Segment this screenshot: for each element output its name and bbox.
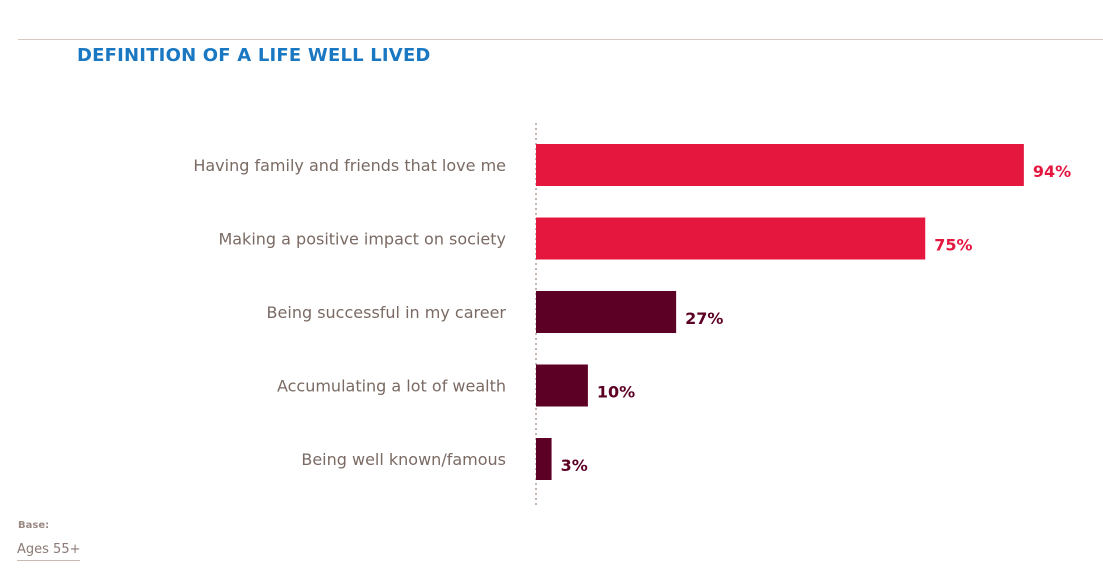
bar-3 bbox=[536, 364, 588, 407]
value-label-1: 75% bbox=[934, 236, 972, 255]
bar-2 bbox=[536, 291, 677, 333]
header-rule bbox=[18, 39, 1103, 40]
value-label-4: 3% bbox=[561, 456, 588, 475]
category-label-3: Accumulating a lot of wealth bbox=[277, 377, 506, 396]
bar-0 bbox=[536, 144, 1024, 186]
category-label-1: Making a positive impact on society bbox=[218, 230, 506, 249]
base-label: Base: bbox=[18, 520, 50, 531]
chart-title: DEFINITION OF A LIFE WELL LIVED bbox=[77, 45, 431, 66]
category-label-0: Having family and friends that love me bbox=[193, 156, 506, 175]
bar-1 bbox=[536, 217, 926, 260]
base-value: Ages 55+ bbox=[17, 542, 81, 561]
value-label-0: 94% bbox=[1033, 162, 1071, 181]
bar-4 bbox=[536, 438, 552, 480]
category-label-4: Being well known/famous bbox=[301, 450, 506, 469]
value-label-2: 27% bbox=[685, 309, 723, 328]
value-label-3: 10% bbox=[597, 383, 635, 402]
category-label-2: Being successful in my career bbox=[267, 303, 507, 322]
